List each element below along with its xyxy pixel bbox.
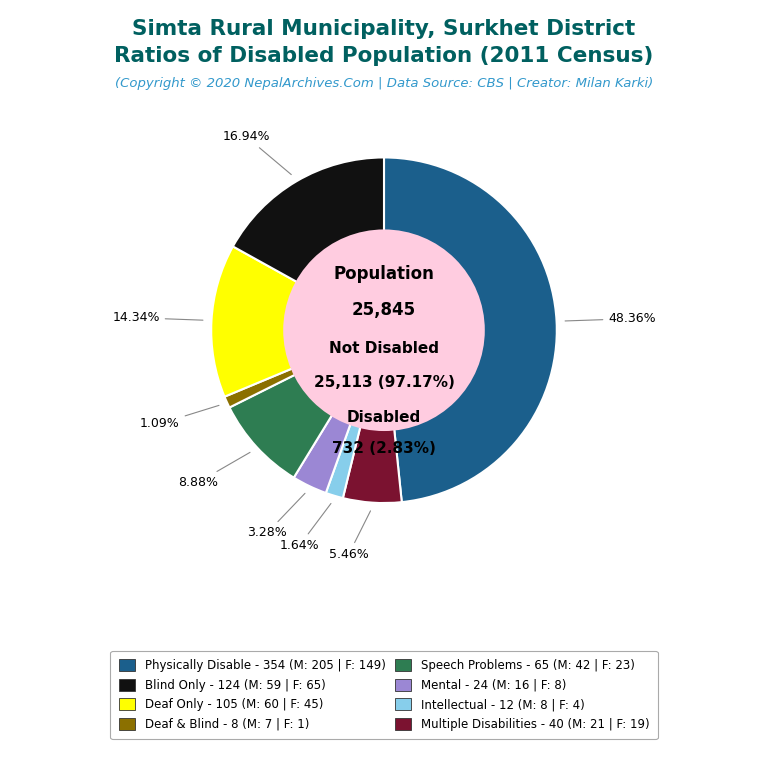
Text: 16.94%: 16.94%: [223, 130, 291, 174]
Wedge shape: [326, 330, 384, 498]
Text: 8.88%: 8.88%: [178, 452, 250, 488]
Wedge shape: [230, 330, 384, 478]
Text: 48.36%: 48.36%: [565, 312, 656, 325]
Text: 14.34%: 14.34%: [112, 311, 203, 324]
Text: 1.64%: 1.64%: [280, 504, 331, 552]
Text: Ratios of Disabled Population (2011 Census): Ratios of Disabled Population (2011 Cens…: [114, 46, 654, 66]
Text: Disabled: Disabled: [347, 410, 421, 425]
Text: 5.46%: 5.46%: [329, 511, 370, 561]
Wedge shape: [224, 330, 384, 408]
Wedge shape: [294, 330, 384, 493]
Text: 25,845: 25,845: [352, 302, 416, 319]
Circle shape: [283, 230, 485, 431]
Legend: Physically Disable - 354 (M: 205 | F: 149), Blind Only - 124 (M: 59 | F: 65), De: Physically Disable - 354 (M: 205 | F: 14…: [111, 651, 657, 739]
Text: 25,113 (97.17%): 25,113 (97.17%): [313, 375, 455, 390]
Text: Not Disabled: Not Disabled: [329, 341, 439, 356]
Text: (Copyright © 2020 NepalArchives.Com | Data Source: CBS | Creator: Milan Karki): (Copyright © 2020 NepalArchives.Com | Da…: [115, 77, 653, 90]
Wedge shape: [233, 157, 384, 330]
Text: 1.09%: 1.09%: [140, 406, 219, 430]
Wedge shape: [211, 247, 384, 397]
Text: 732 (2.83%): 732 (2.83%): [332, 442, 436, 456]
Text: Simta Rural Municipality, Surkhet District: Simta Rural Municipality, Surkhet Distri…: [132, 19, 636, 39]
Text: 3.28%: 3.28%: [247, 493, 305, 539]
Wedge shape: [343, 330, 402, 503]
Wedge shape: [384, 157, 557, 502]
Text: Population: Population: [333, 265, 435, 283]
